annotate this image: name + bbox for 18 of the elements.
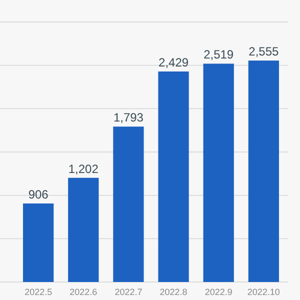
data-label: 2,519 xyxy=(204,48,234,62)
bar xyxy=(23,203,54,282)
data-label: 1,793 xyxy=(113,110,144,125)
x-tick-label: 2022.5 xyxy=(24,287,52,297)
x-tick-label: 2022.8 xyxy=(160,287,188,297)
bar xyxy=(248,60,279,282)
data-label: 1,202 xyxy=(68,162,99,176)
x-tick-label: 2022.9 xyxy=(204,287,232,297)
data-label: 906 xyxy=(28,187,49,202)
bar xyxy=(203,64,234,282)
bar xyxy=(113,126,144,282)
bar xyxy=(158,71,189,282)
bar xyxy=(68,178,99,282)
data-label: 2,555 xyxy=(248,44,280,59)
x-tick-label: 2022.7 xyxy=(114,287,142,297)
x-tick-label: 2022.6 xyxy=(70,287,98,297)
data-label: 2,429 xyxy=(158,55,189,70)
x-tick-label: 2022.10 xyxy=(247,287,280,297)
